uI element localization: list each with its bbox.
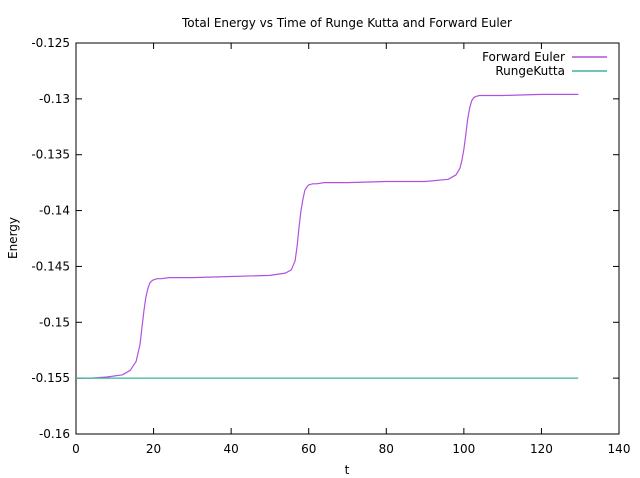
x-tick-label: 100 (452, 442, 475, 456)
axis-ticks: 0 20 40 60 80 100 120 140 -0.16 -0.155 -0.15 -0.145… (31, 36, 630, 456)
series-line-forward-euler (76, 93, 579, 379)
y-tick-label: -0.14 (39, 204, 70, 218)
chart-title: Total Energy vs Time of Runge Kutta and … (181, 16, 512, 30)
x-tick-label: 0 (72, 442, 80, 456)
y-tick-label: -0.125 (31, 36, 70, 50)
x-tick-label: 20 (146, 442, 161, 456)
y-tick-label: -0.135 (31, 148, 70, 162)
series-lines (76, 93, 579, 379)
x-tick-label: 140 (608, 442, 631, 456)
y-axis-label: Energy (6, 217, 20, 259)
x-axis-label: t (345, 463, 350, 477)
y-tick-label: -0.13 (39, 92, 70, 106)
x-tick-label: 40 (224, 442, 239, 456)
legend-label-forward-euler: Forward Euler (482, 50, 565, 64)
y-tick-label: -0.16 (39, 427, 70, 441)
plot-frame (75, 42, 620, 435)
x-tick-label: 60 (301, 442, 316, 456)
y-tick-label: -0.145 (31, 259, 70, 273)
legend-label-rungekutta: RungeKutta (495, 64, 565, 78)
y-tick-label: -0.15 (39, 315, 70, 329)
y-tick-label: -0.155 (31, 371, 70, 385)
x-tick-label: 80 (379, 442, 394, 456)
x-tick-label: 120 (530, 442, 553, 456)
